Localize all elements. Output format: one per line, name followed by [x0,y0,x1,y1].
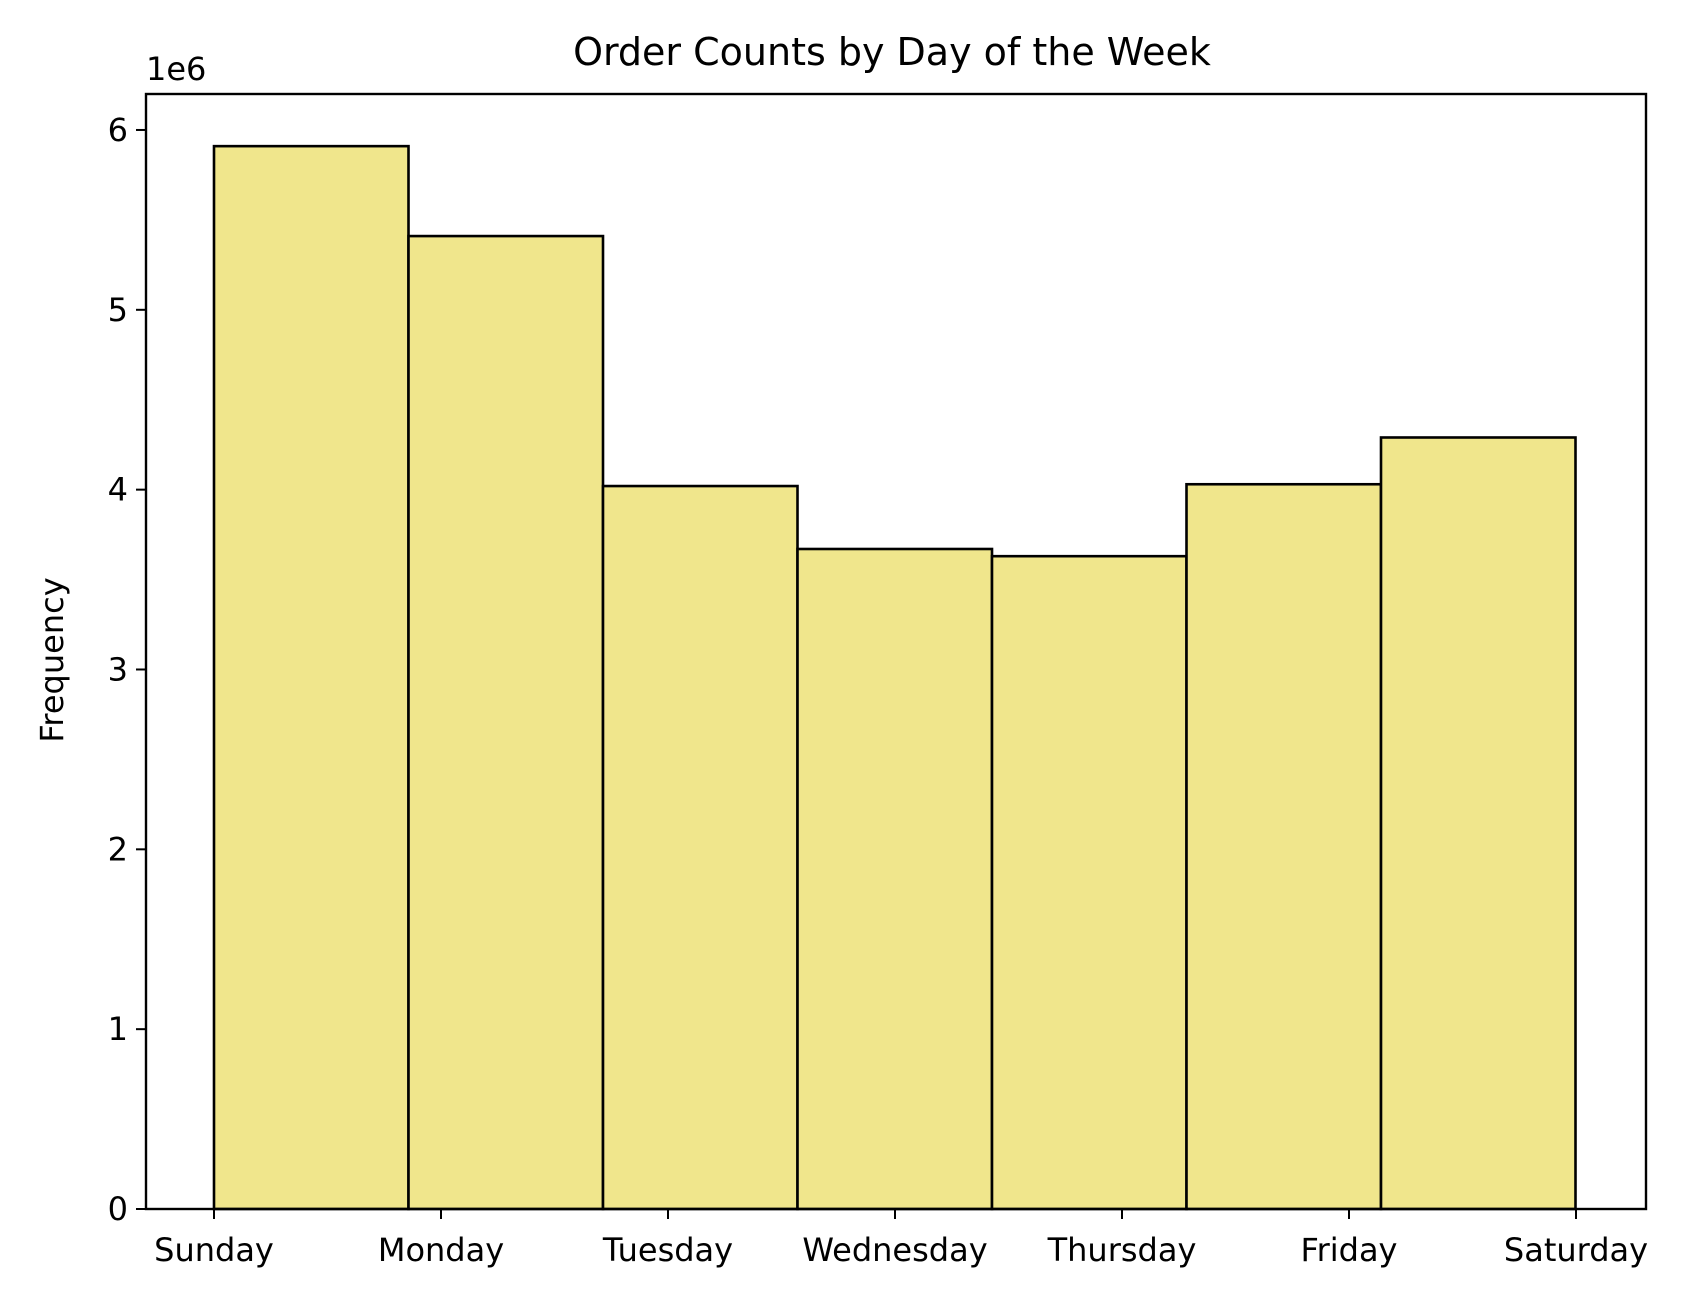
bar-tuesday [601,484,799,1211]
y-ticks-layer: 0 1 2 3 4 5 6 [108,111,146,1228]
bar-monday [407,234,605,1211]
x-tick-label-saturday: Saturday [1504,1231,1648,1269]
x-ticks-layer: Sunday Monday Tuesday Wednesday Thursday Frid… [154,1209,1648,1269]
plot-frame [144,92,1648,1211]
y-tick-label: 4 [108,471,128,509]
bar-sunday [212,144,410,1211]
bar-wednesday [796,547,994,1211]
bars-layer [212,144,1577,1211]
x-tick-label-tuesday: Tuesday [602,1231,733,1269]
y-axis-label: Frequency [33,577,71,742]
x-tick-label-wednesday: Wednesday [802,1231,987,1269]
x-tick-label-friday: Friday [1301,1231,1398,1269]
y-tick-label: 0 [108,1190,128,1228]
bar-friday [1185,482,1383,1211]
y-tick-label: 5 [108,291,128,329]
y-tick-label: 3 [108,650,128,688]
y-tick-label: 1 [108,1010,128,1048]
y-tick-label: 2 [108,830,128,868]
chart-title: Order Counts by Day of the Week [573,30,1211,74]
bar-saturday [1379,436,1577,1211]
x-tick-label-monday: Monday [378,1231,504,1269]
y-offset-label: 1e6 [146,50,206,88]
x-tick-label-sunday: Sunday [154,1231,274,1269]
x-tick-label-thursday: Thursday [1047,1231,1197,1269]
y-tick-label: 6 [108,111,128,149]
bar-thursday [990,554,1188,1211]
